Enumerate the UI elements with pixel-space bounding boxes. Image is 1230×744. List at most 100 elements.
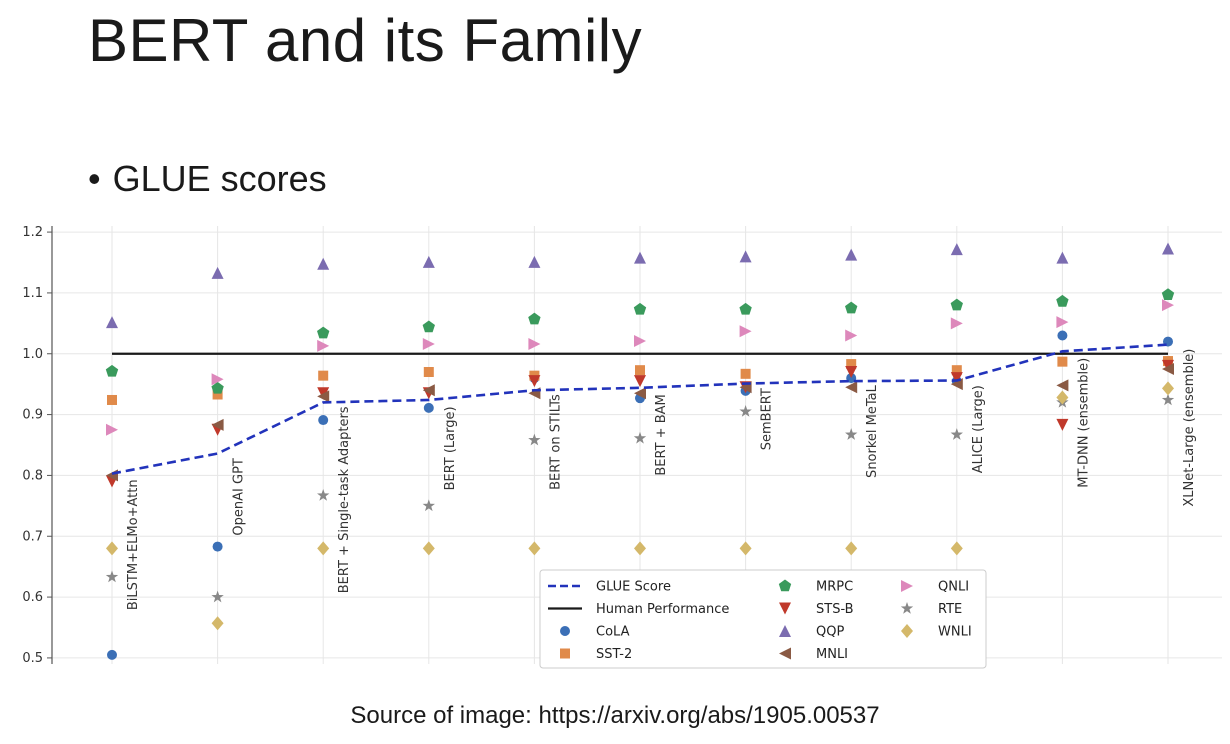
legend: GLUE Score Human Performance CoLA SST-2 MRPC… — [539, 569, 987, 669]
marker-mrpc — [317, 326, 330, 339]
marker-wnli — [845, 541, 858, 556]
marker-wnli — [106, 541, 118, 556]
bullet-text: GLUE scores — [112, 158, 327, 199]
legend-label-human-performance: Human Performance — [596, 602, 729, 617]
category-label-bert-large: BERT (Large) — [443, 406, 458, 490]
legend-swatch-qqp — [779, 625, 791, 637]
legend-swatch-mrpc — [778, 579, 792, 592]
marker-cola — [318, 415, 329, 426]
legend-label-mrpc: MRPC — [816, 580, 853, 595]
marker-rte — [422, 499, 435, 512]
marker-mnli — [950, 378, 963, 391]
legend-swatch-rte — [900, 602, 914, 614]
legend-label-qqp: QQP — [816, 625, 844, 640]
marker-mrpc — [1161, 288, 1175, 301]
legend-swatch-mnli — [779, 647, 791, 660]
marker-qqp — [528, 255, 541, 268]
legend-label-glue-score: GLUE Score — [596, 580, 671, 595]
marker-sts-b — [317, 387, 330, 400]
bullet-dot-icon: • — [88, 158, 101, 199]
marker-mnli — [1162, 362, 1174, 375]
marker-wnli — [634, 541, 646, 556]
marker-mnli — [634, 387, 646, 400]
marker-qqp — [106, 316, 118, 329]
marker-qnli — [845, 329, 858, 342]
glue-score-layer — [111, 343, 1169, 475]
marker-mrpc — [528, 312, 541, 325]
marker-wnli — [422, 541, 435, 556]
marker-mrpc — [950, 298, 963, 311]
marker-qnli — [739, 325, 752, 338]
category-label-bert-on-stilts: BERT on STILTs — [548, 394, 563, 490]
legend-label-cola: CoLA — [596, 625, 630, 640]
marker-mnli — [422, 384, 435, 397]
y-tick-label: 0.9 — [22, 408, 43, 423]
marker-sts-b — [1056, 418, 1069, 431]
y-tick-label: 0.7 — [22, 529, 43, 544]
marker-sts-b — [634, 375, 646, 388]
marker-sst-2 — [318, 370, 329, 381]
marker-mrpc — [633, 302, 647, 315]
marker-rte — [950, 428, 963, 440]
marker-qnli — [950, 317, 963, 330]
marker-sst-2 — [423, 367, 434, 377]
legend-box — [539, 569, 987, 669]
category-label-bert-bam: BERT + BAM — [654, 394, 669, 475]
y-axis: 0.5 0.6 0.7 0.8 0.9 1.0 1.1 1.2 — [22, 225, 53, 666]
marker-qnli — [106, 423, 118, 436]
marker-rte — [105, 570, 119, 583]
marker-rte — [739, 405, 752, 417]
marker-mrpc — [845, 301, 858, 314]
marker-qqp — [845, 248, 858, 261]
legend-label-rte: RTE — [938, 602, 962, 617]
category-label-openai-gpt: OpenAI GPT — [232, 458, 247, 535]
marker-wnli — [528, 541, 541, 556]
y-tick-label: 0.5 — [22, 651, 43, 666]
category-label-alice-large: ALICE (Large) — [971, 385, 986, 473]
y-tick-label: 0.8 — [22, 468, 43, 483]
marker-mrpc — [1056, 294, 1069, 307]
marker-mnli — [211, 418, 224, 431]
legend-swatch-sts-b — [779, 602, 791, 615]
marker-qqp — [1162, 242, 1174, 255]
marker-qnli — [634, 334, 646, 347]
marker-cola — [212, 541, 223, 552]
legend-swatch-sst-2 — [560, 648, 570, 659]
glue-scores-chart: 0.5 0.6 0.7 0.8 0.9 1.0 1.1 1.2 BiLSTM+ELMo+Att… — [22, 225, 1222, 669]
y-tick-label: 0.6 — [22, 590, 43, 605]
category-label-xlnet-large-ensemble: XLNet-Large (ensemble) — [1182, 349, 1197, 507]
marker-mnli — [845, 381, 858, 394]
marker-qqp — [950, 243, 963, 256]
marker-sts-b — [1162, 359, 1174, 372]
marker-sst-2 — [951, 365, 962, 376]
series-markers — [105, 242, 1175, 660]
legend-label-sts-b: STS-B — [816, 602, 854, 617]
marker-cola — [107, 649, 117, 660]
marker-wnli — [1162, 381, 1174, 396]
marker-wnli — [739, 541, 752, 556]
marker-wnli — [317, 541, 330, 556]
category-label-snorkel-metal: Snorkel MeTaL — [865, 384, 880, 478]
marker-sst-2 — [740, 368, 751, 379]
marker-rte — [845, 428, 858, 440]
marker-qnli — [1056, 316, 1069, 329]
bullet-item: • GLUE scores — [88, 158, 327, 200]
legend-swatch-qnli — [901, 580, 913, 592]
marker-mnli — [1056, 379, 1069, 392]
legend-label-sst-2: SST-2 — [596, 647, 632, 662]
marker-rte — [211, 590, 224, 603]
category-label-bilstm-elmo-attn: BiLSTM+ELMo+Attn — [126, 479, 141, 610]
marker-qnli — [211, 373, 224, 386]
marker-wnli — [1056, 390, 1069, 405]
marker-qnli — [1162, 299, 1174, 312]
marker-wnli — [211, 616, 224, 631]
marker-qnli — [422, 338, 435, 351]
category-label-sembert: SemBERT — [760, 388, 775, 450]
marker-rte — [528, 433, 541, 446]
marker-qnli — [317, 339, 330, 352]
y-tick-label: 1.1 — [22, 286, 43, 301]
legend-label-wnli: WNLI — [938, 625, 972, 640]
marker-mrpc — [105, 364, 119, 377]
marker-sst-2 — [107, 394, 117, 405]
marker-qnli — [528, 338, 541, 351]
